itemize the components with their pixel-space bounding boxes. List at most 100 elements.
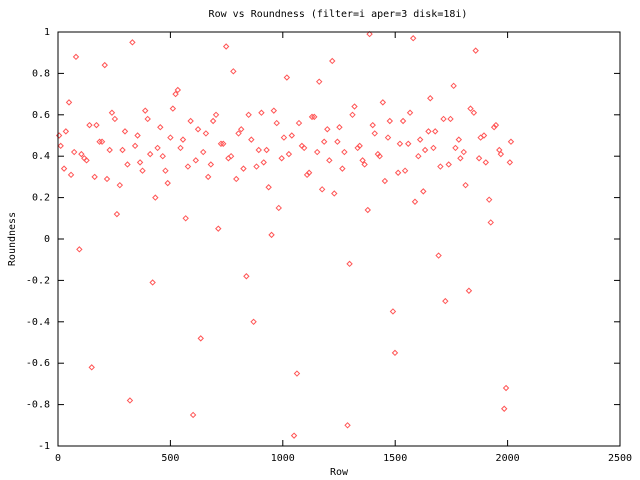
point [467,105,474,112]
x-tick-label: 1500 [383,453,407,464]
y-tick-label: 0.4 [32,151,50,162]
point [103,175,111,183]
point [371,130,378,137]
point [275,204,282,212]
point [349,111,356,119]
point [432,128,439,135]
point [255,146,262,154]
point [207,161,215,168]
point [313,148,321,156]
point [146,150,154,158]
point [420,188,427,195]
point [106,146,113,154]
point [129,39,136,46]
point [169,105,177,112]
point [222,43,230,50]
point [184,163,192,170]
point [91,173,98,181]
point [462,181,469,189]
point [415,152,422,160]
point [490,124,498,131]
point [78,150,85,158]
point [485,196,493,203]
point [212,111,220,119]
point [374,150,382,158]
y-tick-label: 0.8 [32,68,50,79]
point [154,144,161,152]
y-tick-label: 0.6 [32,110,50,121]
y-tick-label: 0.2 [32,193,50,204]
point [290,432,298,439]
point [376,152,383,160]
point [72,53,80,61]
point [108,109,116,116]
point [440,115,447,123]
point [172,90,179,98]
point [189,411,197,419]
point [76,246,83,253]
point [435,252,442,259]
point [159,152,166,160]
point [381,177,389,185]
y-tick-label: -0.4 [26,317,50,328]
point [502,384,510,392]
point [394,169,402,176]
point [298,142,306,150]
x-tick-label: 0 [55,453,61,464]
point [164,179,171,187]
point [240,165,247,172]
point [119,146,126,154]
point [341,148,348,156]
point [273,119,280,127]
point [60,165,68,172]
point [475,155,483,162]
point [217,140,225,147]
point [134,132,141,139]
point [248,136,255,143]
point [157,124,164,131]
point [88,364,95,371]
point [230,68,237,75]
y-axis-label: Roundness [7,212,18,266]
point [113,210,121,218]
y-tick-label: -0.6 [26,358,50,369]
point [70,148,78,156]
point [497,150,505,158]
point [139,167,146,174]
point [121,128,129,135]
point [430,144,437,152]
point [96,138,103,145]
point [67,171,75,179]
point [427,95,434,102]
point [364,206,371,214]
point [386,117,394,125]
point [396,140,404,147]
point [116,181,124,189]
point [391,349,399,357]
point [283,74,291,81]
point [258,109,265,116]
point [359,157,366,164]
point [268,231,275,239]
point [187,117,194,125]
point [334,138,341,145]
point [339,165,346,172]
point [131,142,139,150]
point [445,161,452,168]
point [318,186,326,193]
x-tick-label: 500 [161,453,179,464]
point [57,142,64,150]
point [369,121,376,129]
point [227,152,235,160]
point [101,61,108,69]
y-tick-label: -0.8 [26,400,50,411]
y-tick-label: 0 [44,234,50,245]
point [496,146,503,154]
point [472,47,479,54]
point [263,146,270,154]
point [280,134,288,141]
point [65,99,73,106]
